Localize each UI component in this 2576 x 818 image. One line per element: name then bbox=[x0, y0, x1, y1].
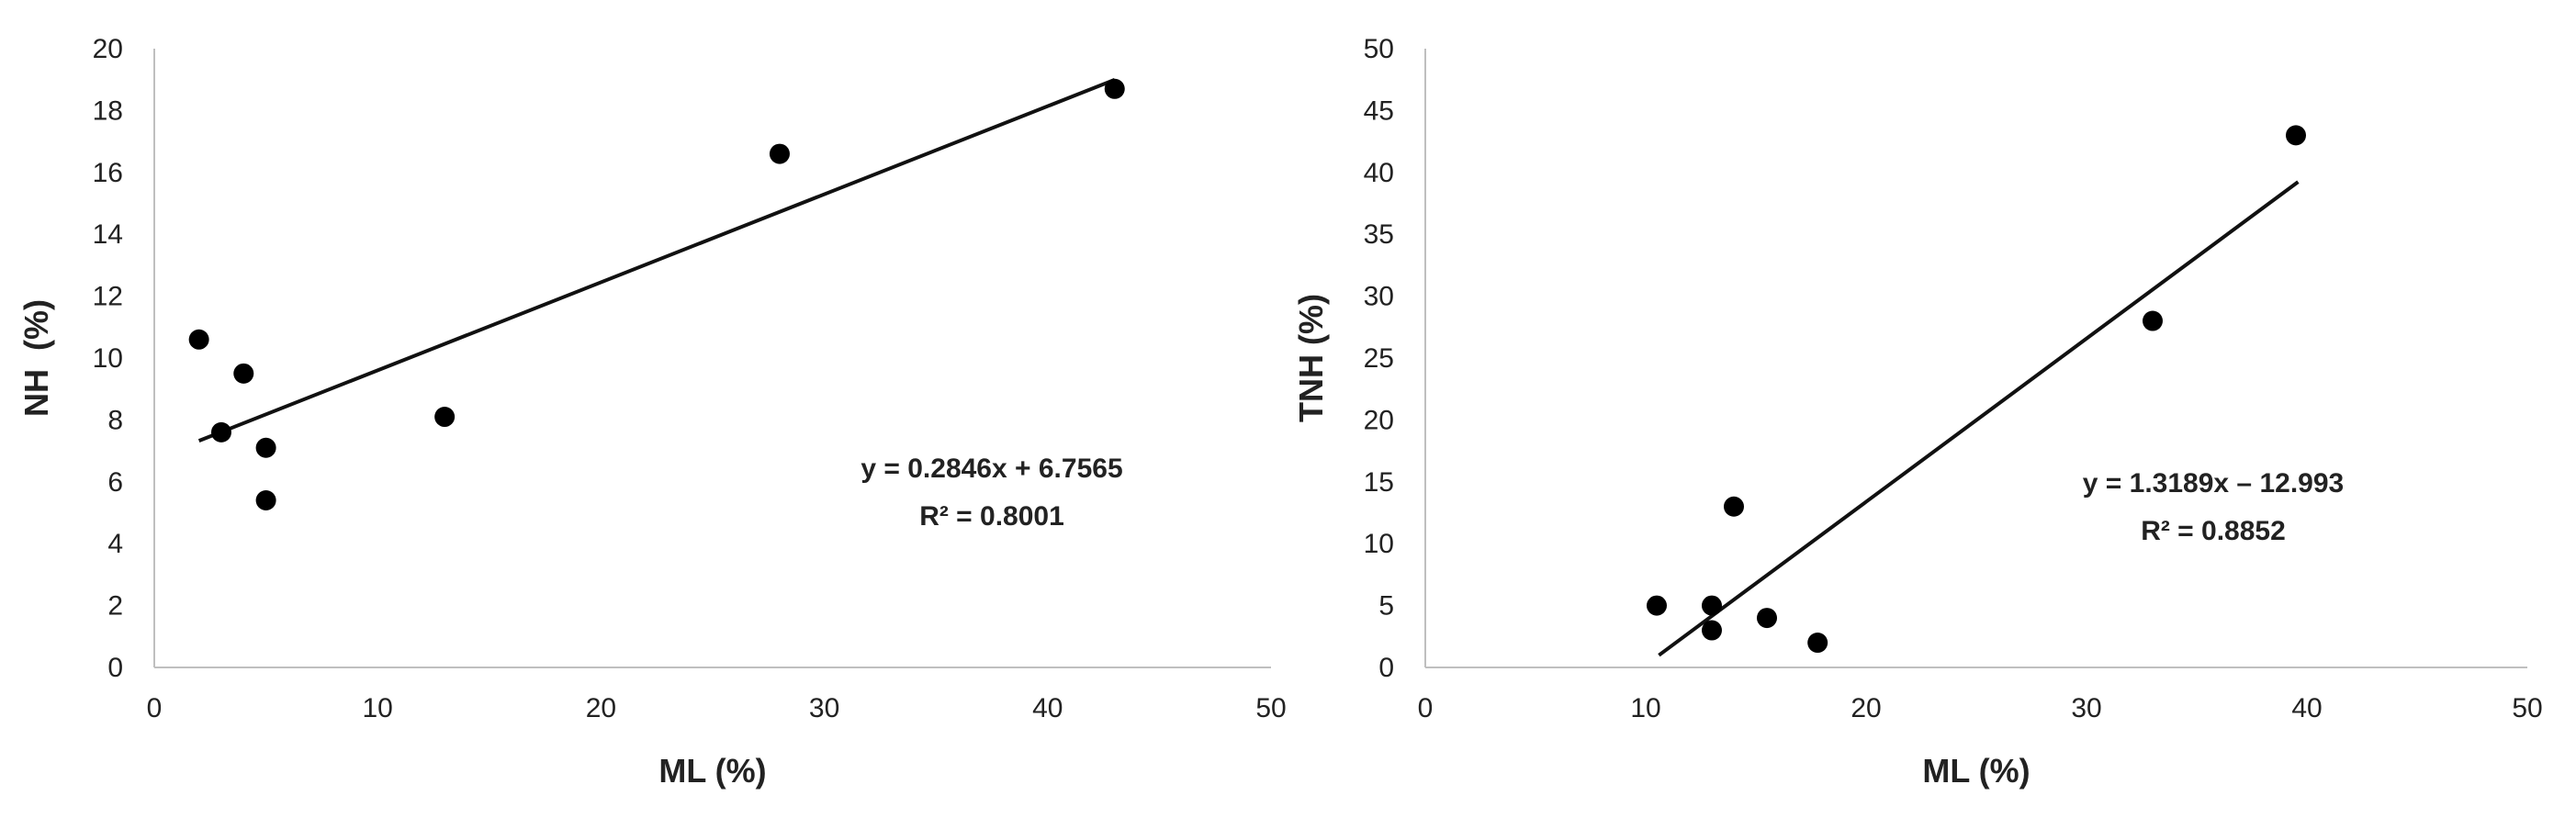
data-point bbox=[1702, 620, 1722, 641]
y-tick-label: 18 bbox=[93, 95, 123, 126]
y-tick-label: 2 bbox=[107, 591, 123, 622]
x-tick-label: 20 bbox=[586, 693, 616, 723]
y-tick-label: 0 bbox=[1378, 653, 1394, 683]
data-point bbox=[210, 421, 231, 443]
data-point bbox=[1807, 633, 1828, 654]
y-tick-label: 16 bbox=[93, 158, 123, 188]
data-point bbox=[188, 329, 209, 350]
data-point bbox=[1757, 608, 1777, 629]
r-squared-label: R² = 0.8852 bbox=[2141, 516, 2286, 546]
y-tick-label: 50 bbox=[1364, 34, 1394, 64]
y-tick-label: 35 bbox=[1364, 219, 1394, 250]
y-tick-label: 0 bbox=[107, 653, 123, 683]
y-axis-title: NH (%) bbox=[17, 299, 55, 417]
x-tick-label: 40 bbox=[2291, 693, 2322, 723]
y-tick-label: 20 bbox=[1364, 405, 1394, 435]
trendline bbox=[1658, 180, 2300, 657]
data-point bbox=[1647, 595, 1667, 616]
x-tick-label: 0 bbox=[1418, 693, 1434, 723]
data-point bbox=[255, 437, 276, 458]
data-point bbox=[1104, 78, 1125, 99]
data-point bbox=[769, 143, 790, 164]
x-tick-label: 30 bbox=[2071, 693, 2101, 723]
x-axis-title: ML (%) bbox=[1922, 752, 2030, 790]
chart-nh-vs-ml: 0 10 20 30 40 50 0 2 4 6 8 10 12 14 16 18 20 ML (%) NH (%)… bbox=[17, 34, 1287, 790]
x-tick-label: 20 bbox=[1850, 693, 1881, 723]
data-point bbox=[434, 407, 456, 428]
chart-tnh-vs-ml: 0 10 20 30 40 50 0 5 10 15 20 25 30 35 40 45 50 ML (%) TNH… bbox=[1292, 34, 2543, 790]
y-tick-label: 30 bbox=[1364, 282, 1394, 312]
data-point bbox=[2286, 125, 2306, 146]
x-tick-label: 10 bbox=[1630, 693, 1660, 723]
data-point bbox=[1724, 496, 1744, 517]
x-tick-label: 40 bbox=[1032, 693, 1063, 723]
y-axis-title: TNH (%) bbox=[1292, 294, 1330, 422]
y-tick-label: 10 bbox=[93, 343, 123, 374]
x-axis-title: ML (%) bbox=[658, 752, 766, 790]
y-tick-label: 10 bbox=[1364, 529, 1394, 559]
trendline bbox=[197, 78, 1116, 443]
y-tick-label: 14 bbox=[93, 219, 123, 250]
y-tick-label: 20 bbox=[93, 34, 123, 64]
data-point bbox=[255, 490, 276, 511]
x-tick-label: 50 bbox=[1255, 693, 1286, 723]
data-point bbox=[1702, 595, 1722, 616]
y-tick-label: 4 bbox=[107, 529, 123, 559]
r-squared-label: R² = 0.8001 bbox=[919, 501, 1064, 532]
x-tick-label: 50 bbox=[2512, 693, 2542, 723]
data-point bbox=[233, 363, 254, 384]
y-tick-label: 25 bbox=[1364, 343, 1394, 374]
y-tick-label: 8 bbox=[107, 405, 123, 435]
y-tick-label: 5 bbox=[1378, 591, 1394, 622]
data-point bbox=[2143, 310, 2163, 331]
y-tick-label: 15 bbox=[1364, 467, 1394, 498]
trendline-equation: y = 1.3189x – 12.993 bbox=[2083, 468, 2344, 499]
y-tick-label: 6 bbox=[107, 467, 123, 498]
x-tick-label: 30 bbox=[809, 693, 839, 723]
y-tick-label: 40 bbox=[1364, 158, 1394, 188]
y-tick-label: 45 bbox=[1364, 95, 1394, 126]
trendline-equation: y = 0.2846x + 6.7565 bbox=[861, 454, 1122, 484]
y-tick-label: 12 bbox=[93, 282, 123, 312]
x-tick-label: 0 bbox=[147, 693, 163, 723]
x-tick-label: 10 bbox=[363, 693, 393, 723]
